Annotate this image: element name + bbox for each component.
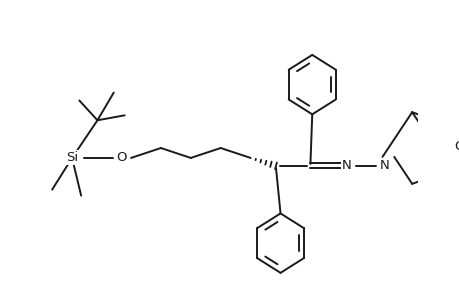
Text: O: O: [453, 140, 459, 153]
Text: N: N: [379, 159, 389, 172]
Text: N: N: [341, 159, 351, 172]
Text: O: O: [117, 152, 127, 164]
Text: Si: Si: [66, 152, 78, 164]
Text: N: N: [379, 159, 389, 172]
